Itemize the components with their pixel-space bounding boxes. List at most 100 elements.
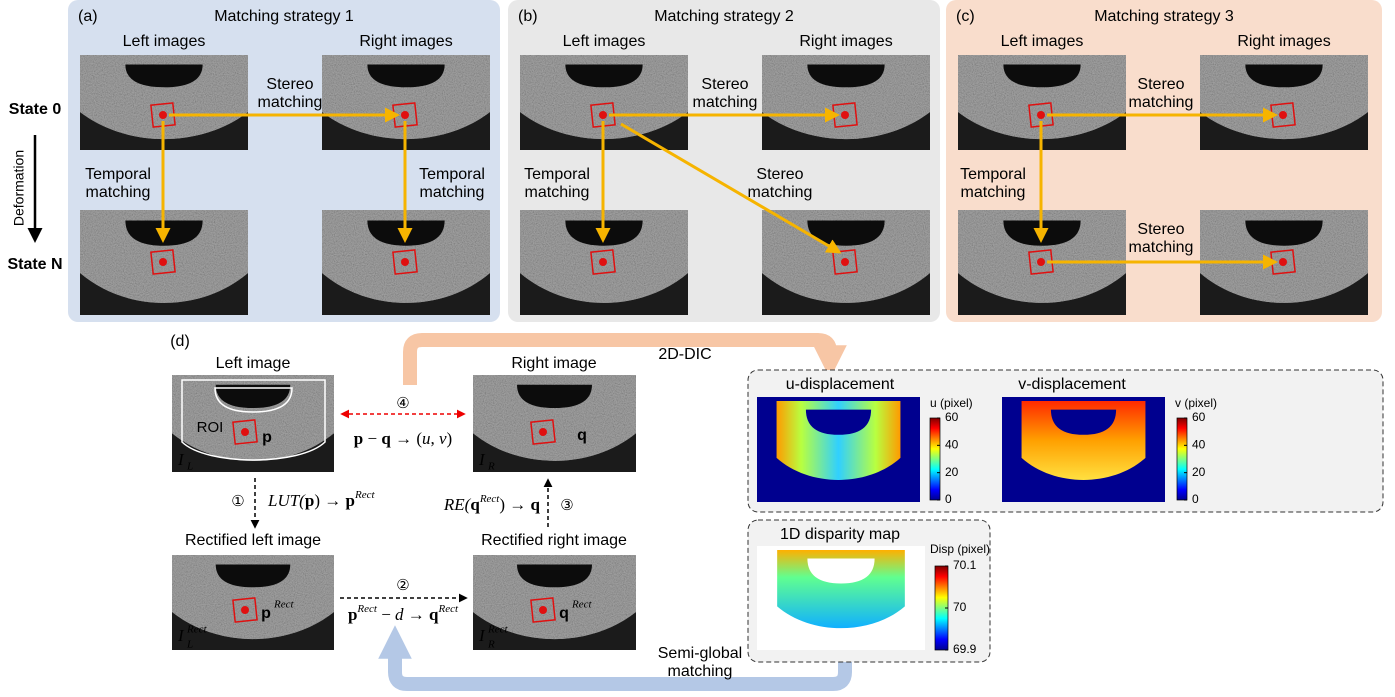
- label: Deformation: [11, 150, 27, 226]
- label: Temporal: [960, 166, 1026, 183]
- formula-part: Rect: [356, 603, 377, 615]
- label: Rect: [186, 624, 207, 636]
- formula: p − q → (u, v): [354, 429, 452, 448]
- label: u-displacement: [786, 376, 895, 393]
- colorbar-tick-label: 0: [945, 492, 952, 506]
- label: ①: [231, 493, 244, 510]
- label: matching: [748, 184, 813, 201]
- point: [599, 258, 607, 266]
- label: matching: [86, 184, 151, 201]
- label: matching: [693, 94, 758, 111]
- label: (c): [956, 8, 975, 25]
- point: [539, 606, 547, 614]
- label: 2D-DIC: [658, 346, 711, 363]
- colorbar-tick-label: 40: [1192, 438, 1206, 452]
- label: Stereo: [1137, 76, 1184, 93]
- formula-part: → (: [391, 429, 423, 448]
- label: Left images: [563, 33, 646, 50]
- colorbar-tick-label: 69.9: [953, 642, 977, 656]
- colorbar-tick-label: 70.1: [953, 558, 977, 572]
- formula-part: −: [363, 429, 381, 448]
- label: R: [487, 461, 495, 473]
- formula: LUT(p) → pRect: [267, 489, 375, 510]
- label: Rect: [487, 624, 508, 636]
- label: Right images: [799, 33, 892, 50]
- label: matching: [1129, 94, 1194, 111]
- colorbar-tick-label: 70: [953, 600, 967, 614]
- point: [159, 111, 167, 119]
- label: ④: [396, 395, 409, 412]
- label: Rectified left image: [185, 532, 321, 549]
- label: (d): [170, 333, 190, 350]
- point: [1279, 111, 1287, 119]
- colorbar: [930, 418, 940, 500]
- label: Right image: [511, 355, 596, 372]
- label: Left image: [216, 355, 291, 372]
- label: Matching strategy 2: [654, 8, 794, 25]
- label: v (pixel): [1175, 396, 1217, 410]
- formula-part: RE(: [443, 495, 472, 514]
- label: Rect: [273, 599, 294, 611]
- label: State N: [7, 256, 62, 273]
- colorbar-tick-label: 40: [945, 438, 959, 452]
- label: ROI: [197, 419, 224, 436]
- point: [1037, 111, 1045, 119]
- formula: RE(qRect) → q: [443, 493, 541, 514]
- point: [401, 111, 409, 119]
- label: p: [261, 605, 271, 622]
- colorbar-tick-label: 60: [945, 410, 959, 424]
- point: [599, 111, 607, 119]
- label: q: [559, 605, 569, 622]
- formula-part: ): [447, 429, 453, 448]
- label: (b): [518, 8, 538, 25]
- label: v-displacement: [1018, 376, 1126, 393]
- label: u (pixel): [930, 396, 973, 410]
- colorbar-tick-label: 60: [1192, 410, 1206, 424]
- label: Temporal: [85, 166, 151, 183]
- label: L: [186, 461, 193, 473]
- label: Stereo: [266, 76, 313, 93]
- colorbar: [1177, 418, 1187, 500]
- label: ②: [396, 577, 409, 594]
- label: Left images: [123, 33, 206, 50]
- label: Stereo: [701, 76, 748, 93]
- label: State 0: [9, 101, 62, 118]
- formula-part: Rect: [438, 603, 459, 615]
- formula-part: p: [305, 491, 314, 510]
- label: 1D disparity map: [780, 526, 900, 543]
- label: matching: [961, 184, 1026, 201]
- label: Rectified right image: [481, 532, 627, 549]
- label: ③: [560, 497, 573, 514]
- formula-part: p: [354, 429, 363, 448]
- figure: (a) Matching strategy 1 Left images Right i…: [0, 0, 1395, 697]
- formula-part: q: [531, 495, 541, 514]
- label: Matching strategy 1: [214, 8, 354, 25]
- point: [841, 258, 849, 266]
- formula-part: Rect: [354, 489, 375, 501]
- label: Temporal: [419, 166, 485, 183]
- formula-part: p: [346, 491, 355, 510]
- formula-part: ) →: [499, 495, 530, 514]
- point: [159, 258, 167, 266]
- label: Right images: [359, 33, 452, 50]
- label: matching: [1129, 239, 1194, 256]
- label: (a): [78, 8, 98, 25]
- label: L: [186, 639, 193, 651]
- point: [401, 258, 409, 266]
- label: Left images: [1001, 33, 1084, 50]
- point: [1279, 258, 1287, 266]
- formula-part: ) →: [314, 491, 345, 510]
- label: matching: [668, 663, 733, 680]
- label: Temporal: [524, 166, 590, 183]
- formula: pRect − d → qRect: [348, 603, 459, 624]
- formula-part: p: [348, 605, 357, 624]
- label: Matching strategy 3: [1094, 8, 1234, 25]
- label: Stereo: [1137, 221, 1184, 238]
- point: [539, 428, 547, 436]
- formula-part: ,: [430, 429, 439, 448]
- label: R: [487, 639, 495, 651]
- formula-part: u: [422, 429, 431, 448]
- colorbar-tick-label: 0: [1192, 492, 1199, 506]
- label: p: [262, 429, 272, 446]
- label: matching: [258, 94, 323, 111]
